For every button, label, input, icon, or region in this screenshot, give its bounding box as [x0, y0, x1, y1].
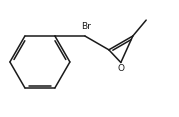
Text: O: O [117, 64, 124, 73]
Text: Br: Br [81, 22, 91, 31]
